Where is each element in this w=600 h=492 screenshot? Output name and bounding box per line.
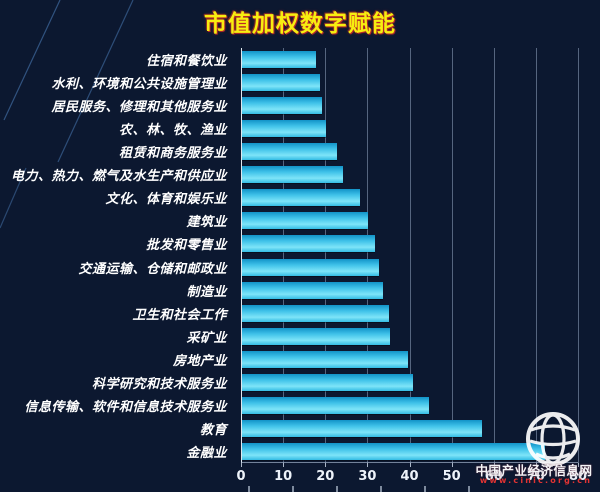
axis-tick: [241, 463, 242, 467]
y-axis-line: [241, 48, 242, 463]
category-label: 金融业: [186, 445, 227, 461]
bar-1: [242, 74, 320, 92]
category-label: 文化、体育和娱乐业: [105, 192, 227, 208]
category-label: 批发和零售业: [145, 238, 227, 254]
bar-3: [242, 120, 327, 138]
x-tick-label: 70: [526, 469, 545, 484]
bar-17: [242, 442, 546, 460]
axis-tick: [535, 463, 537, 467]
bar-11: [242, 304, 389, 322]
bar-2: [242, 97, 323, 115]
x-tick-label: 60: [484, 469, 503, 484]
bar-16: [242, 419, 483, 437]
category-label: 信息传输、软件和信息技术服务业: [24, 399, 227, 415]
category-label: 租赁和商务服务业: [118, 146, 227, 162]
gridline: [325, 48, 327, 463]
bottom-edge-tick: [424, 486, 426, 492]
bar-8: [242, 235, 375, 253]
category-label: 房地产业: [172, 353, 227, 369]
category-label: 交通运输、仓储和邮政业: [78, 261, 227, 277]
x-tick-label: 0: [236, 469, 246, 484]
axis-tick: [409, 463, 411, 467]
x-tick-label: 10: [274, 469, 293, 484]
gridline: [451, 48, 453, 463]
x-tick-label: 50: [442, 469, 461, 484]
x-tick-label: 20: [316, 469, 335, 484]
bottom-edge-tick: [292, 486, 294, 492]
axis-tick: [578, 463, 579, 467]
axis-tick: [493, 463, 495, 467]
x-tick-label: 30: [358, 469, 377, 484]
gridline: [367, 48, 369, 463]
category-label: 建筑业: [186, 215, 227, 231]
bar-5: [242, 166, 344, 184]
gridline: [409, 48, 411, 463]
category-label: 教育: [199, 422, 227, 438]
gridline: [493, 48, 495, 463]
axis-tick: [451, 463, 453, 467]
bottom-edge-tick: [468, 486, 470, 492]
x-tick-label: 80: [568, 469, 588, 484]
bottom-edge-tick: [380, 486, 382, 492]
bottom-edge-tick: [336, 486, 338, 492]
axis-tick: [283, 463, 285, 467]
x-tick-label: 40: [400, 469, 419, 484]
bar-15: [242, 396, 430, 414]
bar-6: [242, 189, 360, 207]
axis-tick: [367, 463, 369, 467]
gridline: [283, 48, 285, 463]
gridline: [535, 48, 537, 463]
category-label: 电力、热力、燃气及水生产和供应业: [10, 169, 227, 185]
bar-7: [242, 212, 369, 230]
gridline: [578, 48, 579, 463]
bar-0: [242, 51, 316, 69]
chart-title: 市值加权数字赋能: [204, 11, 396, 37]
bar-12: [242, 327, 391, 345]
bar-4: [242, 143, 337, 161]
category-label: 农、林、牧、渔业: [118, 123, 227, 139]
category-label: 科学研究和技术服务业: [91, 376, 227, 392]
category-label: 住宿和餐饮业: [145, 54, 227, 70]
bar-10: [242, 281, 384, 299]
category-label: 水利、环境和公共设施管理业: [51, 77, 227, 93]
bottom-edge-tick: [248, 486, 250, 492]
category-label: 制造业: [186, 284, 227, 300]
plot-area: [241, 48, 579, 463]
category-label: 采矿业: [186, 330, 227, 346]
axis-tick: [325, 463, 327, 467]
bar-9: [242, 258, 379, 276]
category-label: 居民服务、修理和其他服务业: [51, 100, 227, 116]
category-label: 卫生和社会工作: [132, 307, 227, 323]
bar-14: [242, 373, 413, 391]
bar-13: [242, 350, 409, 368]
